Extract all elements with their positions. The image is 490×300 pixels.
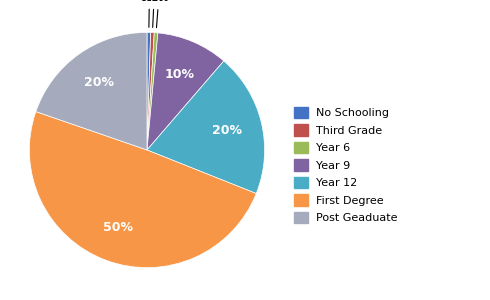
- Text: 0%: 0%: [144, 0, 164, 27]
- Text: 0%: 0%: [149, 0, 169, 28]
- Wedge shape: [147, 61, 265, 194]
- Wedge shape: [147, 33, 158, 150]
- Text: 0%: 0%: [139, 0, 159, 27]
- Text: 10%: 10%: [164, 68, 194, 81]
- Wedge shape: [29, 112, 256, 268]
- Text: 20%: 20%: [212, 124, 242, 137]
- Text: 50%: 50%: [103, 221, 133, 234]
- Wedge shape: [147, 32, 150, 150]
- Wedge shape: [36, 32, 147, 150]
- Legend: No Schooling, Third Grade, Year 6, Year 9, Year 12, First Degree, Post Geaduate: No Schooling, Third Grade, Year 6, Year …: [290, 102, 402, 228]
- Wedge shape: [147, 32, 154, 150]
- Text: 20%: 20%: [84, 76, 114, 89]
- Wedge shape: [147, 33, 224, 150]
